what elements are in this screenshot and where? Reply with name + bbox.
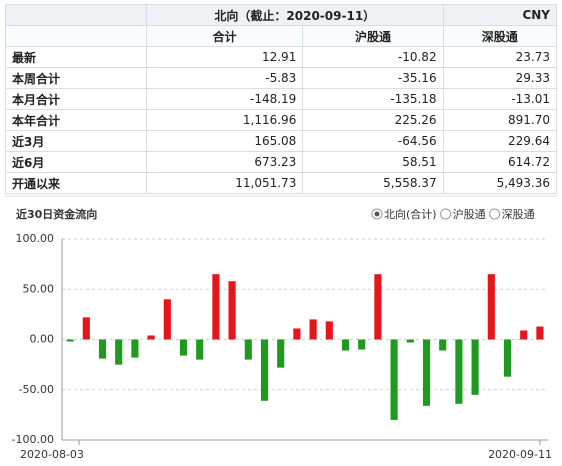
bar	[98, 339, 107, 359]
bar	[82, 317, 90, 340]
bar	[374, 274, 382, 340]
bar	[147, 335, 155, 340]
y-tick-label: 0.00	[30, 333, 55, 346]
bar	[406, 339, 414, 343]
bar	[228, 281, 236, 340]
x-tick-label: 2020-08-03	[20, 448, 84, 461]
bar	[439, 339, 447, 351]
legend-option: 深股通	[502, 208, 535, 221]
row-label: 近3月	[5, 130, 147, 152]
y-tick-label: -100.00	[12, 433, 54, 446]
legend-option: 沪股通	[453, 207, 486, 221]
bar	[503, 339, 512, 377]
cell-value: 229.64	[442, 130, 558, 152]
blank	[5, 4, 147, 26]
column-header: 深股通	[442, 25, 558, 47]
bar	[536, 326, 544, 340]
table-row: 本年合计 1,116.96 225.26 891.70	[5, 109, 558, 131]
bar	[179, 339, 188, 356]
table-row: 本月合计 -148.19 -135.18 -13.01	[5, 88, 558, 110]
table-row: 最新 12.91 -10.82 23.73	[5, 46, 558, 68]
cell-value: -10.82	[302, 46, 444, 68]
y-tick-label: 100.00	[16, 232, 55, 245]
radio	[440, 208, 452, 220]
y-tick-label: -50.00	[19, 383, 54, 396]
radio-dot	[374, 211, 380, 217]
bar	[455, 339, 463, 404]
cell-value: 673.23	[145, 151, 304, 173]
bar	[260, 339, 269, 401]
radio	[489, 208, 501, 220]
cell-value: 23.73	[442, 46, 558, 68]
summary-table: 北向（截止：2020-09-11） CNY 合计 沪股通 深股通 最新 12.91 -1…	[5, 4, 558, 194]
bar	[131, 339, 139, 358]
row-label: 开通以来	[5, 172, 147, 194]
bar	[244, 339, 252, 360]
cell-value: 11,051.73	[145, 172, 304, 194]
cell-value: -13.01	[442, 88, 558, 110]
bar	[163, 299, 171, 340]
bar	[520, 330, 528, 340]
bar	[309, 319, 317, 340]
bar	[358, 339, 366, 350]
table-row: 近3月 165.08 -64.56 229.64	[5, 130, 558, 152]
bar	[196, 339, 204, 360]
cell-value: -135.18	[302, 88, 444, 110]
bar	[422, 339, 431, 406]
bar	[487, 274, 495, 340]
bar	[293, 328, 301, 340]
bar	[325, 321, 333, 340]
bar	[212, 274, 220, 340]
bar	[277, 339, 285, 368]
x-tick-label: 2020-09-11	[488, 448, 552, 461]
bar	[341, 339, 350, 351]
column-header: 沪股通	[302, 25, 444, 47]
table-title: 北向（截止：2020-09-11）	[146, 4, 444, 26]
y-tick-label: 50.00	[23, 282, 55, 295]
cell-value: 5,558.37	[302, 172, 444, 194]
bar	[390, 339, 398, 420]
blank	[5, 25, 147, 47]
bar	[471, 339, 479, 395]
legend-option: 北向(合计)	[384, 207, 437, 221]
cell-value: -35.16	[302, 67, 444, 89]
cell-value: 5,493.36	[442, 172, 558, 194]
row-label: 最新	[5, 46, 147, 68]
cell-value: 1,116.96	[145, 109, 304, 131]
cell-value: 614.72	[442, 151, 558, 173]
table-row: 近6月 673.23 58.51 614.72	[5, 151, 558, 173]
row-label: 近6月	[5, 151, 147, 173]
cell-value: 58.51	[302, 151, 444, 173]
bar	[66, 339, 74, 342]
bar	[115, 339, 123, 365]
chart-title: 近30日资金流向	[16, 207, 97, 221]
table-row: 开通以来 11,051.73 5,558.37 5,493.36	[5, 172, 558, 194]
